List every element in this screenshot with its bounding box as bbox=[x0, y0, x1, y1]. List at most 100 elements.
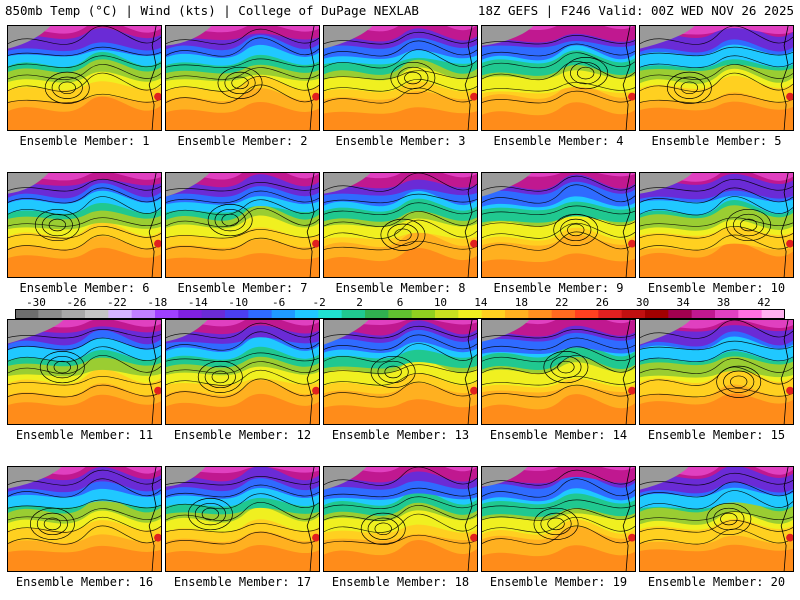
ensemble-panel bbox=[639, 172, 794, 278]
ensemble-member-label: Ensemble Member: 18 bbox=[331, 575, 470, 589]
ensemble-member-label: Ensemble Member: 19 bbox=[489, 575, 628, 589]
colorbar-swatch bbox=[365, 309, 389, 319]
temperature-map bbox=[482, 26, 635, 130]
colorbar-swatch bbox=[761, 309, 785, 319]
temperature-map bbox=[324, 467, 477, 571]
valid-time-label: 18Z GEFS | F246 Valid: 00Z WED NOV 26 20… bbox=[477, 3, 794, 18]
colorbar-tick-label: 34 bbox=[676, 296, 690, 309]
colorbar-tick-label: 30 bbox=[636, 296, 650, 309]
colorbar-swatch bbox=[155, 309, 179, 319]
temperature-map bbox=[8, 173, 161, 277]
colorbar-tick-label: 38 bbox=[716, 296, 731, 309]
colorbar-swatch bbox=[85, 309, 109, 319]
temperature-map bbox=[8, 320, 161, 424]
ensemble-member-label: Ensemble Member: 7 bbox=[177, 281, 308, 295]
colorbar bbox=[15, 309, 785, 319]
chart-title: 850mb Temp (°C) | Wind (kts) | College o… bbox=[5, 3, 419, 18]
ensemble-member-label: Ensemble Member: 11 bbox=[15, 428, 154, 442]
temperature-map bbox=[166, 173, 319, 277]
colorbar-tick-label: -18 bbox=[147, 296, 168, 309]
ensemble-panel bbox=[481, 25, 636, 131]
colorbar-swatch bbox=[178, 309, 203, 319]
temperature-map bbox=[166, 320, 319, 424]
ensemble-panel bbox=[481, 466, 636, 572]
ensemble-panel bbox=[323, 172, 478, 278]
ensemble-panel bbox=[165, 172, 320, 278]
colorbar-swatch bbox=[388, 309, 413, 319]
colorbar-tick-label: 14 bbox=[474, 296, 488, 309]
colorbar-tick-label: 42 bbox=[757, 296, 771, 309]
colorbar-swatch bbox=[271, 309, 296, 319]
ensemble-member-label: Ensemble Member: 12 bbox=[173, 428, 312, 442]
colorbar-tick-label: -22 bbox=[106, 296, 127, 309]
colorbar-swatch bbox=[528, 309, 553, 319]
ensemble-member-label: Ensemble Member: 5 bbox=[651, 134, 782, 148]
colorbar-tick-label: -2 bbox=[312, 296, 326, 309]
temperature-map bbox=[324, 26, 477, 130]
ensemble-panel bbox=[7, 25, 162, 131]
temperature-map bbox=[324, 173, 477, 277]
colorbar-tick-label: 10 bbox=[433, 296, 448, 309]
colorbar-tick-label: -30 bbox=[26, 296, 46, 309]
colorbar-swatch bbox=[131, 309, 156, 319]
colorbar-swatch bbox=[411, 309, 436, 319]
ensemble-panel bbox=[639, 319, 794, 425]
temperature-map bbox=[324, 320, 477, 424]
ensemble-member-label: Ensemble Member: 4 bbox=[493, 134, 624, 148]
colorbar-swatch bbox=[341, 309, 366, 319]
colorbar-swatch bbox=[668, 309, 693, 319]
ensemble-panel bbox=[323, 319, 478, 425]
temperature-map bbox=[482, 467, 635, 571]
colorbar-swatch bbox=[225, 309, 249, 319]
ensemble-member-label: Ensemble Member: 8 bbox=[335, 281, 466, 295]
colorbar-swatch bbox=[551, 309, 576, 319]
ensemble-panel bbox=[165, 25, 320, 131]
colorbar-tick-label: -14 bbox=[187, 296, 208, 309]
colorbar-swatch bbox=[38, 309, 63, 319]
colorbar-swatch bbox=[108, 309, 133, 319]
colorbar-swatch bbox=[458, 309, 483, 319]
ensemble-panel bbox=[7, 319, 162, 425]
ensemble-member-label: Ensemble Member: 9 bbox=[493, 281, 624, 295]
colorbar-swatch bbox=[645, 309, 669, 319]
temperature-map bbox=[8, 26, 161, 130]
colorbar-swatch bbox=[295, 309, 319, 319]
ensemble-panel bbox=[323, 466, 478, 572]
colorbar-tick-label: 26 bbox=[595, 296, 609, 309]
colorbar-swatch bbox=[505, 309, 529, 319]
ensemble-panel bbox=[165, 319, 320, 425]
colorbar-swatch bbox=[715, 309, 739, 319]
ensemble-panel bbox=[165, 466, 320, 572]
ensemble-panel bbox=[323, 25, 478, 131]
temperature-map bbox=[640, 467, 793, 571]
colorbar-swatch bbox=[201, 309, 226, 319]
ensemble-member-label: Ensemble Member: 10 bbox=[647, 281, 786, 295]
ensemble-member-label: Ensemble Member: 13 bbox=[331, 428, 470, 442]
temperature-map bbox=[166, 467, 319, 571]
colorbar-tick-label: 22 bbox=[555, 296, 569, 309]
colorbar-swatch bbox=[691, 309, 716, 319]
colorbar-swatch bbox=[575, 309, 599, 319]
colorbar-swatch bbox=[481, 309, 506, 319]
ensemble-member-label: Ensemble Member: 14 bbox=[489, 428, 628, 442]
ensemble-member-label: Ensemble Member: 1 bbox=[19, 134, 150, 148]
ensemble-member-label: Ensemble Member: 15 bbox=[647, 428, 786, 442]
colorbar-tick-label: -10 bbox=[228, 296, 249, 309]
ensemble-panel bbox=[639, 466, 794, 572]
temperature-map bbox=[166, 26, 319, 130]
ensemble-member-label: Ensemble Member: 6 bbox=[19, 281, 150, 295]
ensemble-member-label: Ensemble Member: 17 bbox=[173, 575, 312, 589]
colorbar-swatch bbox=[15, 309, 39, 319]
ensemble-panel bbox=[7, 466, 162, 572]
colorbar-swatch bbox=[248, 309, 273, 319]
colorbar-tick-label: -6 bbox=[272, 296, 286, 309]
ensemble-panel bbox=[481, 319, 636, 425]
colorbar-tick-label: 18 bbox=[514, 296, 528, 309]
colorbar-swatch bbox=[61, 309, 86, 319]
ensemble-member-label: Ensemble Member: 20 bbox=[647, 575, 786, 589]
colorbar-swatch bbox=[738, 309, 763, 319]
ensemble-panel bbox=[7, 172, 162, 278]
colorbar-tick-label: -26 bbox=[66, 296, 87, 309]
temperature-map bbox=[482, 173, 635, 277]
colorbar-swatch bbox=[318, 309, 343, 319]
